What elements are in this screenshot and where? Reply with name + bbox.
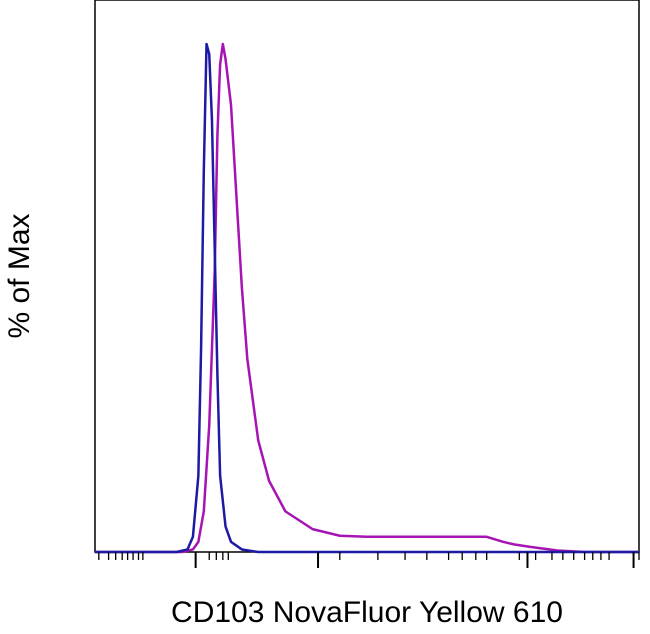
histogram-series-2 [95, 42, 639, 554]
histogram-series-1 [95, 42, 639, 554]
plot-frame [94, 0, 640, 553]
y-axis-label: % of Max [3, 213, 36, 338]
x-axis-label: CD103 NovaFluor Yellow 610 [171, 596, 563, 629]
series-layer [95, 42, 639, 554]
x-axis-ticks [98, 552, 640, 568]
